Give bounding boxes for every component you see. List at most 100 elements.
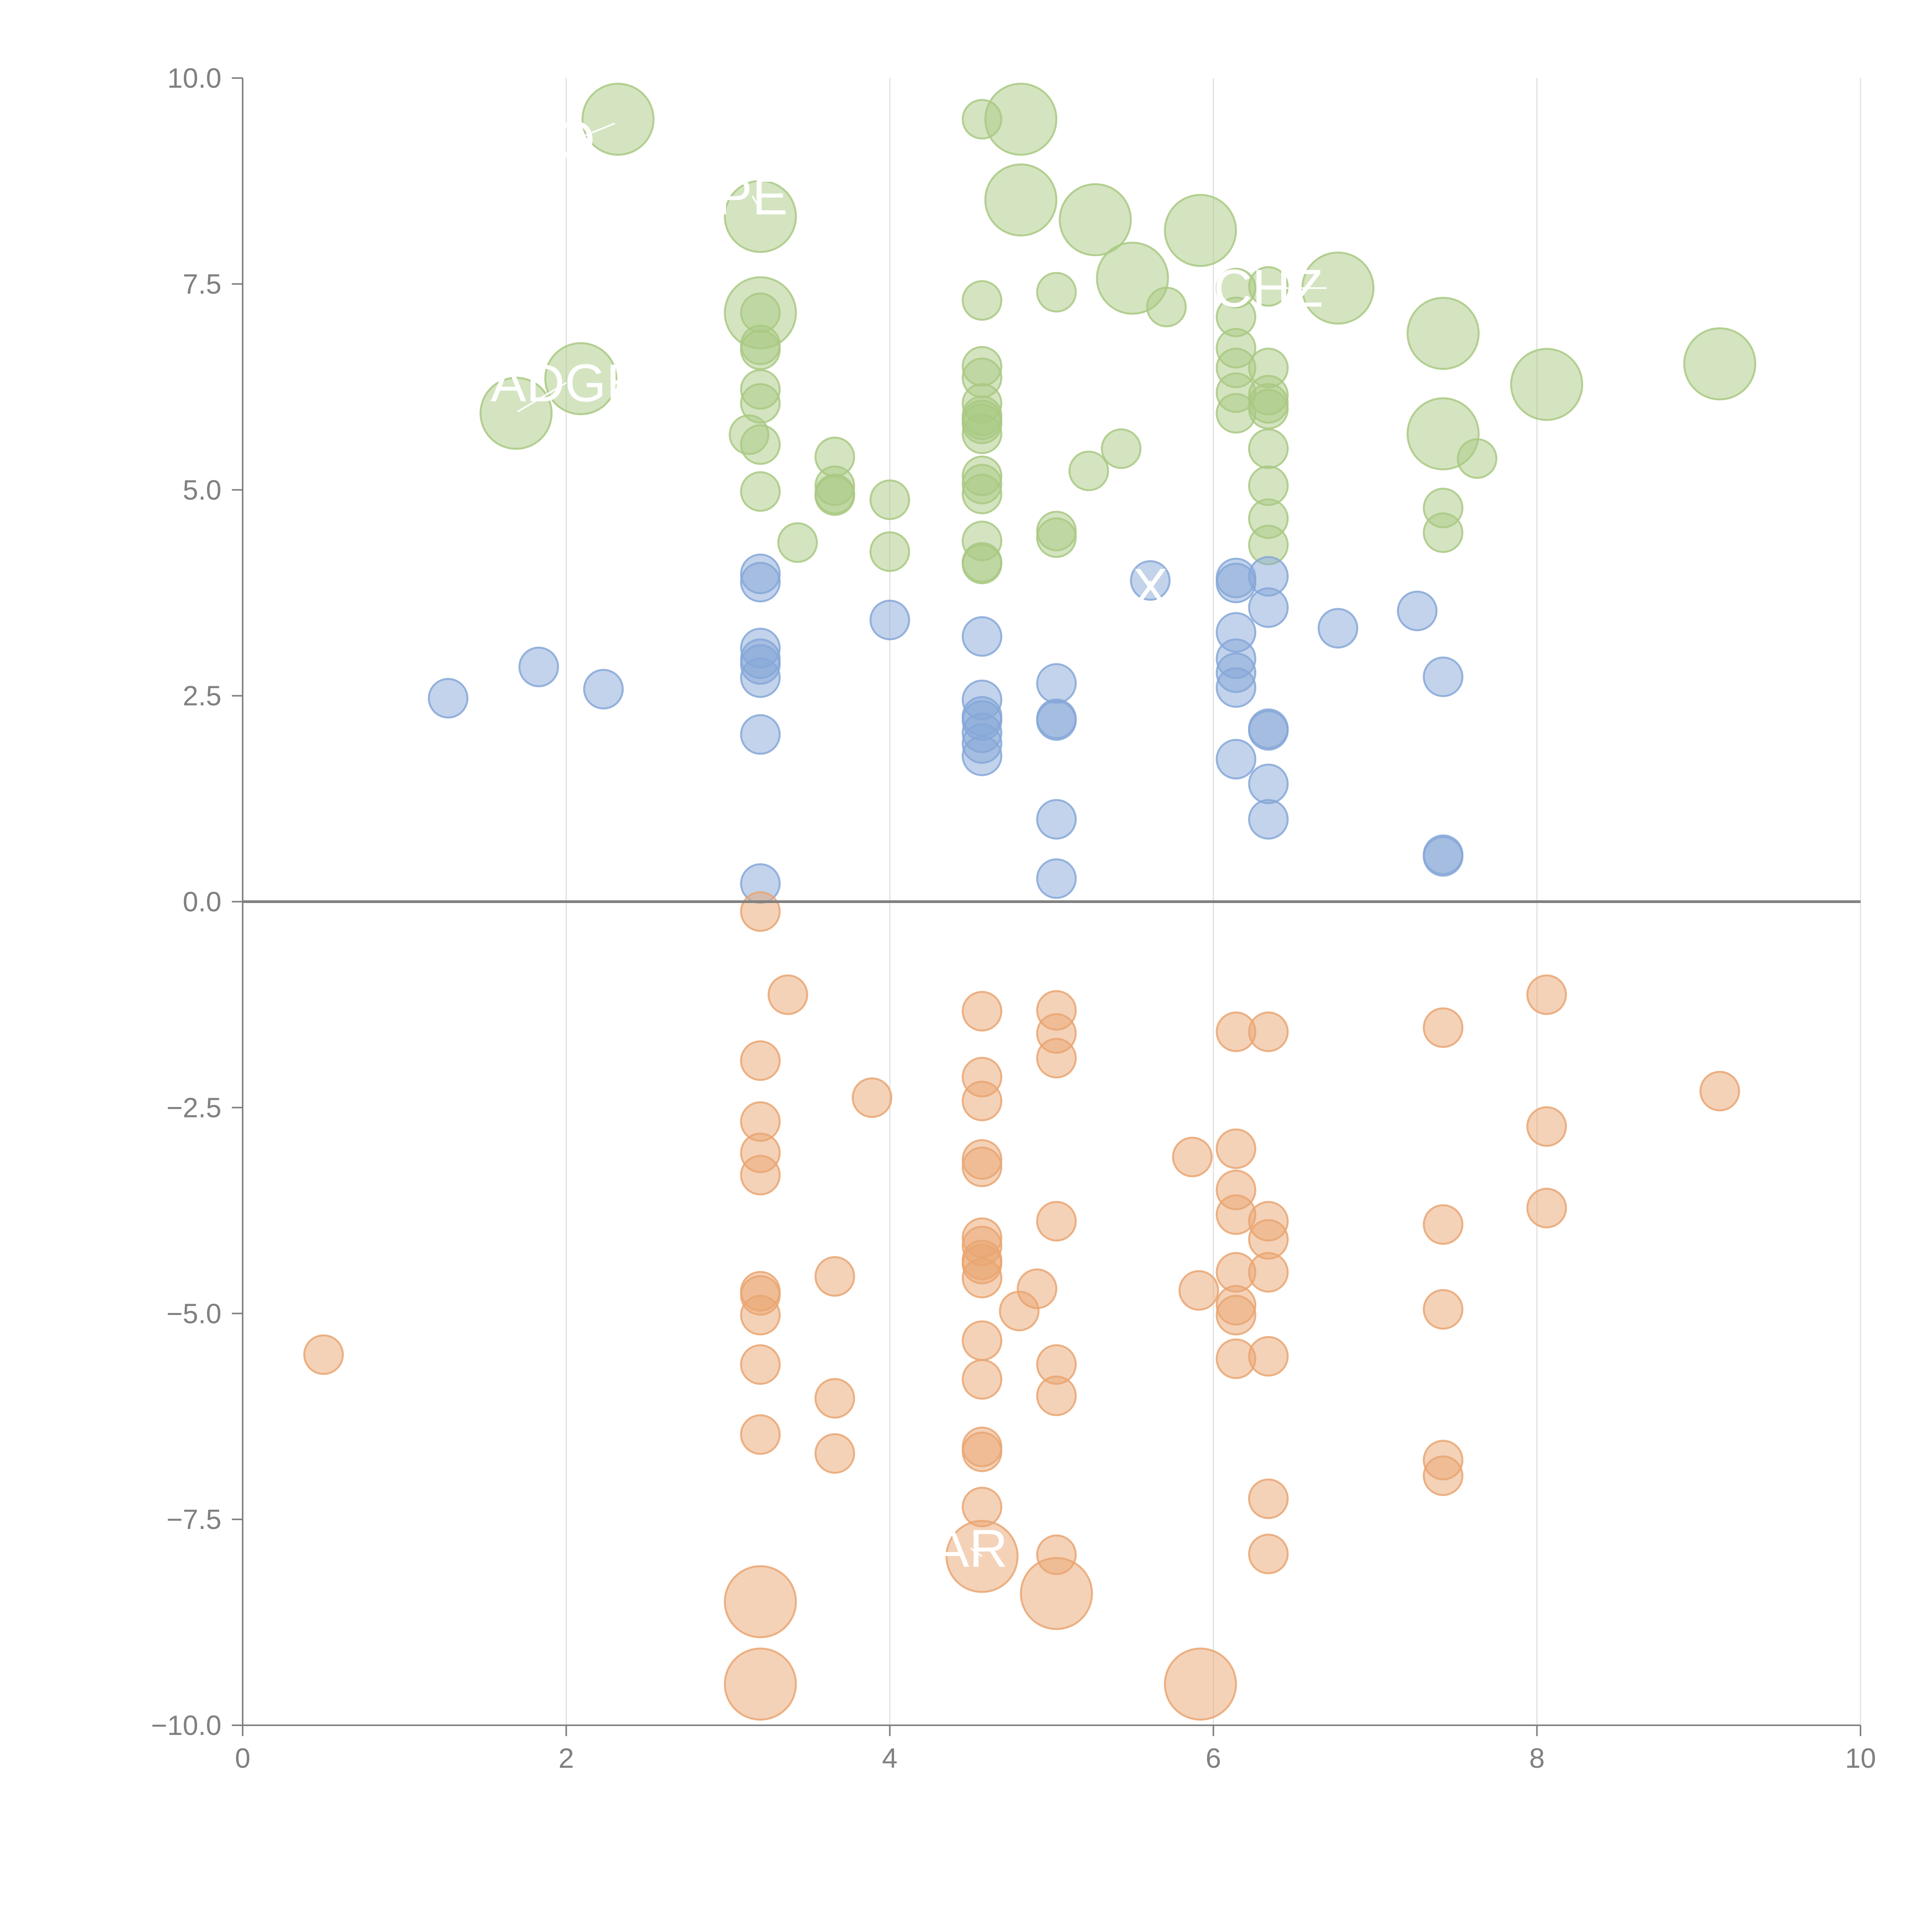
x-tick-label: 2: [558, 1743, 574, 1774]
data-point: [740, 329, 781, 370]
data-point: [1248, 799, 1289, 840]
data-point: [740, 471, 781, 512]
data-point: [1172, 1136, 1213, 1177]
data-point: [1510, 348, 1583, 421]
data-point: [1036, 1375, 1077, 1416]
data-point: [740, 714, 781, 755]
data-point: [428, 678, 469, 719]
data-point: [740, 1040, 781, 1081]
data-point: [869, 600, 910, 641]
data-point: [583, 669, 624, 710]
data-point: [852, 1077, 893, 1118]
data-point: [961, 1258, 1002, 1299]
label-leader-line: [752, 195, 761, 211]
data-point: [1248, 1011, 1289, 1052]
label-leader-line: [574, 122, 615, 141]
data-points: [303, 83, 1757, 1721]
data-point: [1423, 836, 1464, 877]
data-point: [544, 342, 617, 415]
point-label: X: [1133, 558, 1168, 617]
point-label: AR: [934, 1519, 1008, 1578]
label-leader-line: [970, 1548, 983, 1557]
point-label: O: [554, 111, 595, 170]
data-point: [1248, 1534, 1289, 1575]
data-point: [1059, 183, 1132, 257]
data-point: [1683, 327, 1757, 401]
x-axis-ticks: 0 2 4 6 8 10: [235, 1725, 1876, 1774]
data-point: [984, 163, 1058, 236]
point-label: CHZ: [1214, 259, 1323, 318]
y-axis-ticks: −10.0 −7.5 −5.0 −2.5 0.0 2.5 5.0 7.5 10.0: [151, 63, 243, 1741]
data-point: [740, 1414, 781, 1455]
data-point: [1164, 194, 1237, 267]
data-point: [1423, 1007, 1464, 1048]
data-point: [518, 646, 559, 687]
label-leader-lines: [517, 122, 1327, 1557]
data-point: [814, 475, 855, 516]
data-point: [814, 1433, 855, 1474]
data-point: [869, 479, 910, 520]
data-point: [984, 83, 1058, 156]
point-labels: O PE CHZ ADGE X AR: [491, 111, 1323, 1578]
x-tick-label: 8: [1529, 1743, 1545, 1774]
point-label: ADGE: [491, 354, 642, 413]
data-point: [1248, 428, 1289, 469]
data-point: [1248, 1478, 1289, 1519]
data-point: [1216, 1128, 1257, 1169]
y-tick-label: 7.5: [183, 269, 221, 300]
data-point: [1526, 974, 1567, 1015]
data-point: [1248, 266, 1289, 307]
data-point: [1020, 1557, 1093, 1630]
data-point: [1017, 1268, 1058, 1309]
data-point: [1248, 1336, 1289, 1377]
data-point: [1526, 1187, 1567, 1228]
data-point: [961, 1320, 1002, 1361]
y-tick-label: −10.0: [151, 1710, 221, 1741]
x-tick-label: 4: [882, 1743, 898, 1774]
label-leader-line: [517, 382, 567, 412]
data-point: [1036, 1201, 1077, 1242]
data-point: [1318, 608, 1359, 649]
data-point: [1179, 1270, 1219, 1311]
x-tick-label: 10: [1845, 1743, 1876, 1774]
data-point: [724, 180, 797, 253]
data-point: [1216, 1295, 1257, 1336]
data-point: [740, 891, 781, 932]
data-point: [1036, 858, 1077, 899]
data-point: [777, 522, 818, 563]
data-point: [961, 413, 1002, 454]
data-point: [303, 1334, 344, 1375]
x-tick-label: 0: [235, 1743, 250, 1774]
data-point: [1248, 710, 1289, 751]
y-tick-label: −2.5: [167, 1092, 221, 1123]
data-point: [729, 414, 770, 455]
data-point: [1068, 451, 1109, 492]
data-point: [740, 561, 781, 602]
data-point: [1036, 1037, 1077, 1078]
data-point: [1423, 1204, 1464, 1245]
data-point: [961, 1146, 1002, 1187]
data-point: [961, 1359, 1002, 1400]
data-point: [581, 83, 655, 156]
data-point: [1423, 512, 1464, 553]
data-point: [814, 1378, 855, 1419]
data-point: [961, 991, 1002, 1032]
data-point: [961, 1431, 1002, 1472]
data-point: [1457, 438, 1498, 479]
data-point: [1423, 656, 1464, 697]
y-tick-label: 10.0: [167, 63, 221, 94]
data-point: [1101, 428, 1142, 469]
axes: [242, 78, 1861, 1726]
data-point: [961, 735, 1002, 776]
x-tick-label: 6: [1206, 1743, 1221, 1774]
data-point: [1397, 590, 1438, 631]
data-point: [1699, 1071, 1740, 1112]
data-point: [1526, 1106, 1567, 1147]
data-point: [1423, 1455, 1464, 1496]
y-tick-label: −7.5: [167, 1504, 221, 1535]
data-point: [961, 1080, 1002, 1121]
data-point: [1036, 663, 1077, 704]
data-point: [961, 544, 1002, 585]
data-point: [961, 280, 1002, 321]
